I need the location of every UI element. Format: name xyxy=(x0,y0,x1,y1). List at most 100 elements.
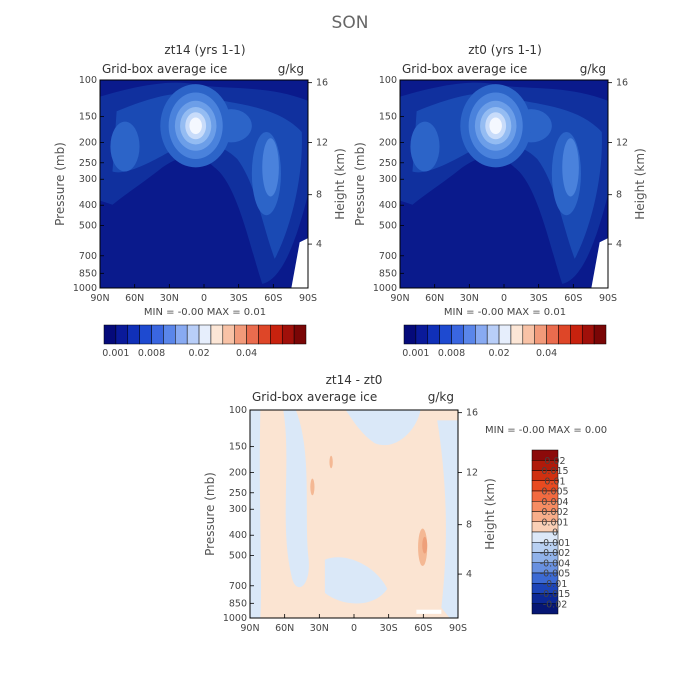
contour-level xyxy=(110,121,140,172)
colorbar-swatch xyxy=(127,324,140,345)
y-tick-label: 100 xyxy=(229,405,247,416)
y2-tick-label: 12 xyxy=(616,138,628,149)
colorbar-label: 0.02 xyxy=(188,348,209,359)
colorbar-swatch xyxy=(570,324,583,345)
contour-level xyxy=(250,410,262,618)
min-max-text: MIN = -0.00 MAX = 0.00 xyxy=(485,425,607,436)
panel-title: zt14 (yrs 1-1) xyxy=(164,43,245,57)
field-label: Grid-box average ice xyxy=(252,390,377,404)
colorbar-swatch xyxy=(498,324,512,345)
y-tick-label: 200 xyxy=(79,138,97,149)
colorbar-swatch xyxy=(531,603,559,615)
colorbar-swatch xyxy=(427,324,440,345)
panel-title: zt0 (yrs 1-1) xyxy=(468,43,542,57)
contour-level xyxy=(189,117,202,135)
panel-difference: zt14 - zt0 Grid-box average ice g/kg 100… xyxy=(203,373,607,634)
colorbar-swatch xyxy=(463,324,476,345)
colorbar-label: -0.002 xyxy=(540,548,571,559)
colorbar-swatch xyxy=(139,324,152,345)
x-tick-label: 60S xyxy=(264,293,282,304)
colorbar-swatch xyxy=(475,324,488,345)
colorbar-label: 0.002 xyxy=(541,507,568,518)
contour-level xyxy=(112,93,302,259)
colorbar-label: -0.01 xyxy=(543,579,568,590)
contour-field xyxy=(400,80,608,288)
x-tick-label: 30S xyxy=(530,293,548,304)
colorbar-label: 0 xyxy=(552,528,558,539)
y-tick-label: 200 xyxy=(379,138,397,149)
contour-level xyxy=(345,410,421,446)
y-tick-label: 850 xyxy=(379,268,397,279)
colorbar-swatch xyxy=(222,324,235,345)
contour-field xyxy=(250,410,458,618)
contour-level xyxy=(329,455,333,469)
y2-tick-label: 8 xyxy=(616,190,622,201)
colorbar-label: 0.02 xyxy=(544,456,565,467)
colorbar-swatch xyxy=(581,324,595,345)
x-tick-label: 0 xyxy=(201,293,207,304)
x-tick-label: 90N xyxy=(390,293,409,304)
y2-tick-label: 8 xyxy=(316,190,322,201)
contour-level xyxy=(310,478,315,496)
colorbar-swatch xyxy=(210,324,224,345)
colorbar xyxy=(103,324,307,345)
contour-level xyxy=(489,117,502,135)
colorbar-swatch xyxy=(415,324,429,345)
y2-tick-label: 12 xyxy=(466,468,478,479)
colorbar-swatch xyxy=(439,324,452,345)
colorbar-label: 0.015 xyxy=(541,466,568,477)
colorbar-label: 0.008 xyxy=(438,348,465,359)
x-tick-label: 30S xyxy=(230,293,248,304)
y2-axis-label: Height (km) xyxy=(333,148,347,219)
colorbar-label: -0.02 xyxy=(543,599,568,610)
y2-tick-label: 16 xyxy=(466,408,478,419)
x-tick-label: 30N xyxy=(160,293,179,304)
x-tick-label: 60N xyxy=(275,623,294,634)
y-tick-label: 300 xyxy=(379,174,397,185)
y-tick-label: 300 xyxy=(229,504,247,515)
y-tick-label: 1000 xyxy=(73,283,97,294)
colorbar-swatch xyxy=(151,324,164,345)
colorbar-swatch xyxy=(510,324,524,345)
y-tick-label: 850 xyxy=(79,268,97,279)
missing-data-region xyxy=(416,609,442,614)
colorbar-label: -0.004 xyxy=(540,558,571,569)
y2-tick-label: 8 xyxy=(466,520,472,531)
y-tick-label: 400 xyxy=(79,200,97,211)
y-tick-label: 500 xyxy=(229,550,247,561)
y2-axis-label: Height (km) xyxy=(483,478,497,549)
x-tick-label: 60N xyxy=(125,293,144,304)
x-tick-label: 30S xyxy=(380,623,398,634)
y-tick-label: 150 xyxy=(379,112,397,123)
panel-zt0: zt0 (yrs 1-1) Grid-box average ice g/kg … xyxy=(353,43,647,359)
colorbar-swatch xyxy=(270,324,283,345)
colorbar-label: 0.02 xyxy=(488,348,509,359)
y-tick-label: 250 xyxy=(79,158,97,169)
y-tick-label: 100 xyxy=(379,75,397,86)
colorbar-label: -0.015 xyxy=(540,589,571,600)
y-tick-label: 150 xyxy=(229,442,247,453)
y-tick-label: 500 xyxy=(79,220,97,231)
colorbar-swatch xyxy=(198,324,212,345)
colorbar-swatch xyxy=(246,324,259,345)
units-label: g/kg xyxy=(428,390,454,404)
y2-axis-label: Height (km) xyxy=(633,148,647,219)
y-axis-label: Pressure (mb) xyxy=(53,142,67,226)
y2-tick-label: 16 xyxy=(316,78,328,89)
colorbar-swatch xyxy=(403,324,417,345)
colorbar-swatch xyxy=(175,324,188,345)
y-tick-label: 1000 xyxy=(223,613,247,624)
colorbar-label: 0.04 xyxy=(536,348,557,359)
contour-level xyxy=(262,138,279,197)
colorbar-label: 0.01 xyxy=(544,476,565,487)
missing-data-region xyxy=(291,238,308,288)
colorbar-swatch xyxy=(558,324,571,345)
contour-level xyxy=(283,410,309,588)
colorbar-label: -0.005 xyxy=(540,569,571,580)
x-tick-label: 90S xyxy=(299,293,317,304)
contour-level xyxy=(410,121,440,172)
colorbar-swatch xyxy=(103,324,117,345)
y-tick-label: 250 xyxy=(229,488,247,499)
x-tick-label: 90S xyxy=(449,623,467,634)
panel-title: zt14 - zt0 xyxy=(326,373,383,387)
